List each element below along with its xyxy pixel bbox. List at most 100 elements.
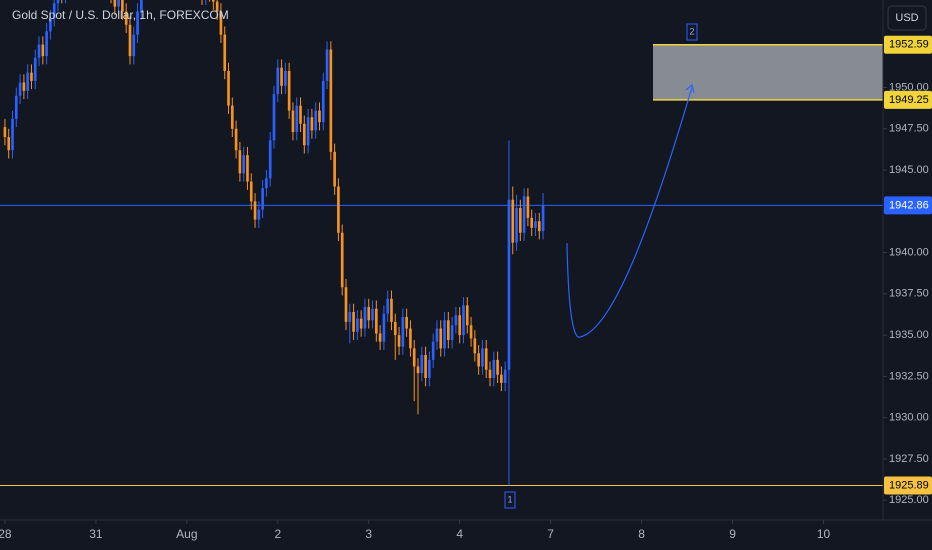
candle-body [405,316,408,329]
candle-body [30,72,33,81]
candle-body [52,3,56,19]
candle-body [219,11,223,35]
candle-body [227,70,230,106]
candle-body [41,44,45,57]
candle-body [465,305,469,326]
candle-body [238,150,242,174]
candle-body [500,374,503,383]
candle-body [299,105,302,124]
candle-body [45,31,48,57]
candle-body [541,205,545,232]
candle-body [49,18,52,32]
candle-body [7,137,11,151]
candle-body [268,140,272,179]
candle-body [409,328,412,349]
candle-body [363,307,367,329]
candle-body [276,67,280,95]
candle-body [223,34,227,71]
candle-body [454,315,458,326]
projection-arrow [566,86,693,338]
price-label: 1942.86 [889,199,929,211]
y-tick-label: 1925.00 [889,494,929,506]
candle-body [359,318,363,329]
candle-body [128,24,132,57]
candle-body [291,110,295,133]
candle-body [132,34,136,57]
candle-body [136,11,139,35]
y-tick-label: 1930.00 [889,412,929,424]
candle-body [382,313,386,342]
y-tick-label: 1945.00 [889,164,929,176]
candle-body [246,155,249,182]
candle-body [401,316,405,347]
candle-body [378,333,382,342]
candle-body [530,217,534,228]
candle-body [473,338,477,354]
candle-body [496,359,499,375]
candle-body [371,308,374,321]
plot-area [0,0,883,486]
candle-body [515,208,518,243]
candle-body [325,49,329,81]
candle-body [522,196,526,233]
price-label-bg [884,196,932,215]
candle-body [492,359,496,379]
candle-body [33,57,37,81]
candle-body [124,11,128,25]
price-label: 1925.89 [889,479,929,491]
candle-body [481,348,484,367]
candle-body [26,72,29,91]
candle-body [11,118,14,151]
candle-body [18,82,22,96]
candle-body [344,287,348,322]
candle-body [295,105,299,133]
candle-body [348,312,352,322]
candle-body [469,325,473,339]
candle-body [390,298,393,322]
candle-body [511,199,515,243]
candle-body [507,199,511,370]
y-tick-label: 1932.50 [889,370,929,382]
x-tick-label: 28 [0,527,12,541]
candle-body [318,110,321,123]
candle-body [230,105,234,129]
candle-body [333,151,336,187]
candle-body [14,95,18,119]
candle-body [412,348,416,367]
chart-title: Gold Spot / U.S. Dollar, 1h, FOREXCOM [12,8,229,22]
candle-body [215,1,219,12]
candle-body [272,94,276,141]
candle-body [284,70,287,86]
candle-body [329,49,333,152]
y-tick-label: 1940.00 [889,246,929,258]
candle-body [518,208,522,233]
candle-body [261,188,264,210]
candle-body [117,0,120,7]
candle-body [265,178,268,189]
candle-body [397,335,401,347]
currency-button[interactable] [887,5,927,31]
candle-body [249,181,253,202]
candle-body [257,209,261,220]
candle-body [306,117,310,146]
x-tick-label: 4 [456,527,463,541]
x-tick-label: 31 [89,527,103,541]
x-tick-label: 3 [365,527,372,541]
candle-body [356,318,359,332]
candle-body [446,320,450,341]
y-tick-label: 1935.00 [889,329,929,341]
candle-body [443,320,446,349]
candle-body [424,354,427,379]
currency[interactable]: USD [895,12,918,24]
candle-body [121,0,124,12]
candle-body [212,0,215,2]
candle-body [3,127,7,138]
candle-body [428,359,431,379]
candle-body [242,155,246,174]
candle-body [280,67,283,86]
annotation-label: 2 [689,26,694,36]
y-tick-label: 1950.00 [889,81,929,93]
price-label: 1952.59 [889,39,929,51]
x-tick-label: 9 [729,527,736,541]
candle-body [37,44,41,58]
